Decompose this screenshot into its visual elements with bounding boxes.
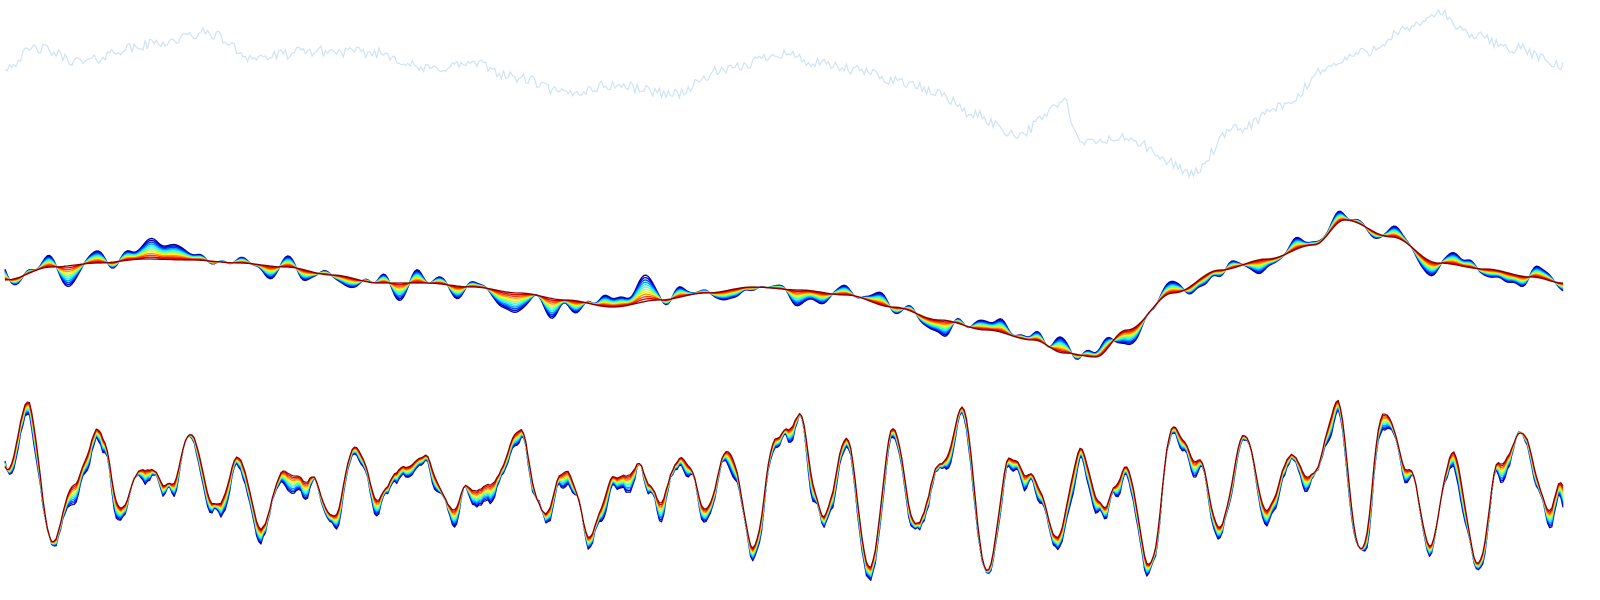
bottom-series-line-11 — [4, 400, 1564, 572]
top-series-line — [4, 8, 1564, 180]
bottom-series-line-10 — [4, 401, 1564, 572]
middle-series-line-2 — [4, 211, 1564, 360]
middle-series-line-12 — [4, 219, 1564, 358]
middle-series-line-4 — [4, 213, 1564, 359]
middle-panel — [4, 210, 1564, 360]
bottom-series-line-12 — [4, 399, 1564, 571]
middle-series-line-3 — [4, 212, 1564, 360]
bottom-panel — [4, 399, 1564, 582]
top-panel — [4, 8, 1564, 180]
middle-series-line-5 — [4, 214, 1564, 359]
